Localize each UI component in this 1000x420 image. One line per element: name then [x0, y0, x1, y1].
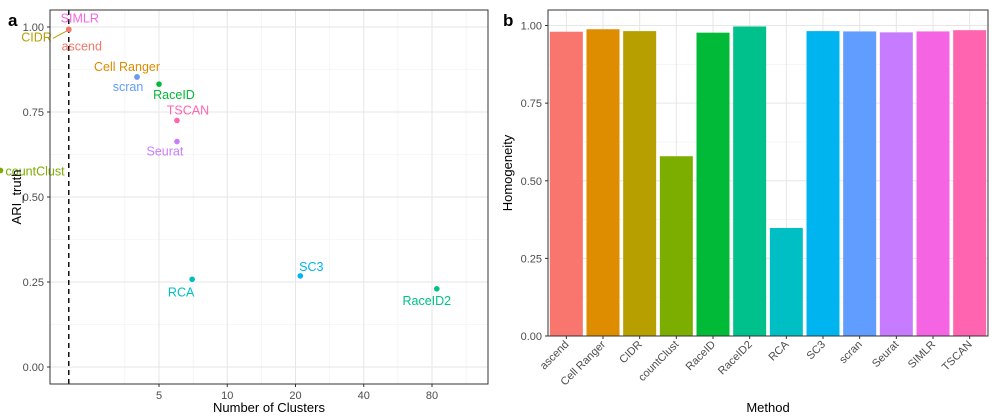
panel-a-y-tick-label: 0.50	[23, 192, 44, 204]
panel-b-x-axis-title: Method	[746, 400, 789, 415]
panel-a-tag: a	[8, 11, 18, 30]
bar-tscan	[953, 30, 987, 337]
point-label-sc3: SC3	[299, 260, 323, 274]
bar-raceid	[696, 32, 730, 336]
bar-raceid2	[733, 26, 767, 337]
point-label-rca: RCA	[168, 285, 195, 299]
point-label-seurat: Seurat	[147, 145, 184, 159]
point-raceid2	[434, 286, 440, 292]
panel-b-border	[547, 9, 989, 337]
panel-a-x-tick-label: 5	[156, 390, 162, 402]
point-raceid	[156, 81, 162, 87]
panel-a-y-tick-label: 1.00	[23, 22, 44, 34]
bar-sc3	[806, 31, 840, 337]
panel-a-x-axis-title: Number of Clusters	[213, 400, 325, 415]
point-sc3	[297, 273, 304, 279]
panel-a-x-tick-label: 10	[221, 390, 233, 402]
panel-b-y-tick-label: 0.25	[521, 253, 542, 265]
point-label-simlr: SIMLR	[61, 11, 99, 25]
point-label-scran: scran	[113, 80, 144, 94]
panel-b-y-tick-label: 0.50	[521, 176, 542, 188]
panel-a-y-tick-label: 0.00	[23, 362, 44, 374]
panel-b-x-tick-label: SC3	[804, 339, 828, 363]
panel-a-scatter: a 0.00 0.25 0.50 0.75 1.00 5 10 20 40 80 SIMLR CIDR a…	[0, 9, 489, 415]
panel-a-x-tick-label: 20	[289, 390, 301, 402]
panel-b-x-tick-label: CIDR	[617, 339, 645, 367]
panel-b-x-tick-label: RaceID2	[716, 339, 755, 378]
point-label-raceid2: RaceID2	[402, 294, 451, 308]
point-scran	[134, 74, 140, 80]
point-countclust	[0, 167, 4, 174]
panel-a-x-tick-label: 80	[426, 390, 438, 402]
point-label-ascend: ascend	[62, 39, 102, 53]
panel-b-y-tick-label: 0.75	[521, 98, 542, 110]
panel-a-x-tick-label: 40	[358, 390, 370, 402]
panel-b-x-tick-label: Seurat	[870, 339, 901, 370]
point-rca	[189, 276, 195, 283]
point-label-cell-ranger: Cell Ranger	[94, 60, 160, 74]
point-seurat	[174, 138, 180, 145]
panel-b-tag: b	[503, 11, 513, 30]
panel-b-y-axis-title: Homogeneity	[500, 134, 515, 211]
panel-b-x-tick-label: TSCAN	[940, 339, 975, 374]
panel-a-y-tick-label: 0.75	[23, 107, 44, 119]
panel-a-border	[49, 9, 489, 385]
point-label-cidr: CIDR	[21, 30, 52, 44]
bar-cidr	[623, 31, 657, 337]
bar-countclust	[659, 156, 693, 336]
point-label-raceid: RaceID	[153, 88, 195, 102]
bar-rca	[769, 227, 803, 336]
cidr-leader-line	[52, 29, 69, 39]
panel-b-x-tick-label: ascend	[538, 339, 572, 373]
panel-a-y-axis-title: ARI_truth	[9, 170, 24, 225]
bar-ascend	[549, 31, 583, 336]
bar-cell-ranger	[586, 29, 620, 337]
point-ascend	[65, 26, 72, 33]
bar-seurat	[879, 32, 913, 337]
panel-b-y-tick-label: 0.00	[521, 331, 542, 343]
panel-b-x-tick-label: RCA	[767, 338, 792, 363]
panel-b-x-tick-label: RaceID	[684, 339, 718, 373]
panel-b-x-tick-label: SIMLR	[906, 339, 938, 371]
bar-simlr	[916, 31, 950, 337]
panel-b-x-tick-label: scran	[837, 339, 865, 367]
point-tscan	[174, 117, 180, 124]
panel-b-y-tick-label: 1.00	[521, 21, 542, 33]
bar-scran	[843, 31, 877, 337]
point-label-tscan: TSCAN	[167, 104, 209, 118]
panel-a-y-tick-label: 0.25	[23, 277, 44, 289]
